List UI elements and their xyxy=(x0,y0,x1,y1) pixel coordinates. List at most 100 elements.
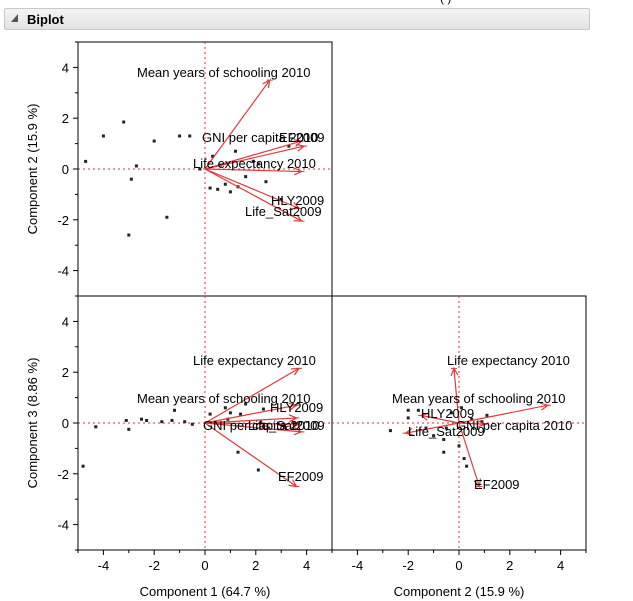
x-tick-label: 0 xyxy=(201,558,208,573)
x-axis-title: Component 1 (64.7 %) xyxy=(140,584,271,599)
data-point xyxy=(129,177,133,181)
outline-title: Biplot xyxy=(27,12,64,27)
data-point xyxy=(480,420,484,424)
vector-label-mean-years-of-schooling-2010: Mean years of schooling 2010 xyxy=(137,391,310,406)
clipped-top-label: ( ) xyxy=(440,0,451,5)
data-point xyxy=(442,450,446,454)
data-point xyxy=(134,164,138,168)
y-tick-label: 0 xyxy=(62,162,69,177)
vector-hly2009 xyxy=(204,404,297,424)
vector-mean-years-of-schooling-2010 xyxy=(204,79,271,170)
data-point xyxy=(251,159,255,163)
data-point xyxy=(388,429,392,433)
y-tick-label: 4 xyxy=(62,60,69,75)
data-point xyxy=(226,417,230,421)
vector-label-life-expectancy-2010: Life expectancy 2010 xyxy=(193,353,316,368)
vector-life-sat2009 xyxy=(405,422,460,434)
data-point xyxy=(233,149,237,153)
vector-gni-per-capita-2010 xyxy=(204,422,299,425)
data-point xyxy=(173,408,177,412)
data-point xyxy=(170,418,174,422)
vector-label-life-expectancy-2010: Life expectancy 2010 xyxy=(447,353,570,368)
y-tick-label: 2 xyxy=(62,111,69,126)
vector-label-ef2009: EF2009 xyxy=(279,130,325,145)
data-point xyxy=(152,139,156,143)
data-point xyxy=(145,418,149,422)
data-point xyxy=(259,421,263,425)
data-point xyxy=(424,426,428,430)
vector-label-life-sat2009: Life_Sat2009 xyxy=(408,424,485,439)
vector-label-ef2009: EF2009 xyxy=(474,477,520,492)
data-point xyxy=(416,408,420,412)
data-point xyxy=(188,134,192,138)
vector-hly2009 xyxy=(204,168,300,209)
clipped-top-text: ( ) xyxy=(440,0,451,5)
vector-label-hly2009: HLY2009 xyxy=(270,400,323,415)
data-point xyxy=(84,159,88,163)
vector-ef2009 xyxy=(204,145,305,170)
vector-ef2009 xyxy=(204,422,297,487)
vector-label-ef2009: EF2009 xyxy=(278,469,324,484)
data-point xyxy=(160,420,164,424)
x-tick-label: 4 xyxy=(303,558,310,573)
data-point xyxy=(449,411,453,415)
data-point xyxy=(287,144,291,148)
data-point xyxy=(256,162,260,166)
x-tick-label: 0 xyxy=(455,558,462,573)
y-tick-label: 0 xyxy=(62,416,69,431)
vector-label-life-sat2009: Life_Sat2009 xyxy=(248,418,325,433)
data-point xyxy=(261,407,265,411)
x-tick-label: 4 xyxy=(557,558,564,573)
panel-c2-vs-c3 xyxy=(331,295,587,551)
vector-label-life-expectancy-2010: Life expectancy 2010 xyxy=(193,156,316,171)
data-point xyxy=(256,468,260,472)
vector-label-hly2009: HLY2009 xyxy=(271,193,324,208)
data-point xyxy=(264,180,268,184)
data-point xyxy=(208,412,212,416)
vector-life-sat2009 xyxy=(204,168,302,222)
data-point xyxy=(244,402,248,406)
data-point xyxy=(485,413,489,417)
vector-label-gni-per-capita-2010: GNI per capita 2010 xyxy=(202,130,318,145)
vector-label-gni-per-capita-2010: GNI per capita 2010 xyxy=(456,418,572,433)
y-tick-label: 2 xyxy=(62,365,69,380)
y-tick-label: -2 xyxy=(57,213,69,228)
y-axis-title: Component 3 (8.86 %) xyxy=(25,358,40,489)
vector-ef2009 xyxy=(458,422,480,487)
data-point xyxy=(208,186,212,190)
data-point xyxy=(470,417,474,421)
vector-label-life-sat2009: Life_Sat2009 xyxy=(245,204,322,219)
vector-mean-years-of-schooling-2010 xyxy=(458,404,549,424)
data-point xyxy=(228,190,232,194)
data-point xyxy=(432,434,436,438)
data-point xyxy=(457,444,461,448)
vector-label-hly2009: HLY2009 xyxy=(421,406,474,421)
biplot-outline-header[interactable]: Biplot xyxy=(4,8,590,30)
data-point xyxy=(244,175,248,179)
x-tick-label: 2 xyxy=(506,558,513,573)
vector-gni-per-capita-2010 xyxy=(204,140,302,170)
data-point xyxy=(127,233,131,237)
data-point xyxy=(462,457,466,461)
data-point xyxy=(267,426,270,430)
data-point xyxy=(183,420,187,424)
x-tick-label: -4 xyxy=(352,558,364,573)
y-axis-title: Component 2 (15.9 %) xyxy=(25,104,40,235)
data-point xyxy=(460,406,464,410)
data-point xyxy=(216,187,220,191)
y-tick-label: 4 xyxy=(62,314,69,329)
data-point xyxy=(223,182,227,186)
data-point xyxy=(239,412,243,416)
panel-c1-vs-c3 xyxy=(77,295,333,551)
data-point xyxy=(101,134,105,138)
data-point xyxy=(127,427,131,431)
data-point xyxy=(406,408,410,412)
data-point xyxy=(94,425,98,429)
data-point xyxy=(406,416,410,420)
vector-life-expectancy-2010 xyxy=(453,368,460,424)
vector-gni-per-capita-2010 xyxy=(458,422,485,425)
data-point xyxy=(165,215,169,219)
disclosure-triangle-icon[interactable] xyxy=(11,14,18,22)
data-point xyxy=(122,120,126,124)
